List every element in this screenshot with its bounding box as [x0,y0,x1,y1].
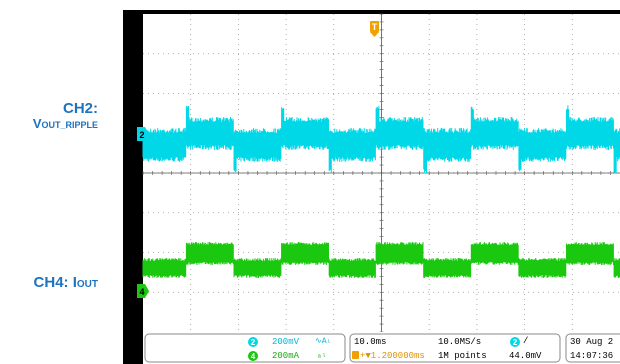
ch4-ground-marker[interactable]: 4 [137,284,149,298]
record-length-readout: 1M points [438,351,487,361]
ch4-label-main: CH4: I [33,274,77,291]
ch4-scale[interactable]: 200mA [272,351,300,361]
ch2-coupling-icon: ∿Aₗ [315,337,332,346]
ch4-marker-label: 4 [139,287,144,297]
ch4-badge-label: 4 [251,352,256,361]
acquisition-readout-box[interactable] [349,333,561,363]
ch2-scale[interactable]: 200mV [272,337,300,347]
trigger-position-marker[interactable]: T [370,21,379,37]
ch2-badge[interactable] [248,337,258,347]
datetime-box [565,333,620,363]
trigger-marker-label: T [372,22,378,32]
ch4-label-subscript: OUT [76,279,98,290]
oscilloscope-display: T 2 4 2 4 2 200mV ∿Aₗ 200mA ₐₗ 10.0ms +▼… [123,10,620,364]
ch4-badge[interactable] [248,351,258,361]
ch2-badge-label: 2 [251,338,256,347]
trigger-source-badge[interactable] [510,337,520,347]
time-readout: 14:07:36 [570,351,614,361]
ch4-label: CH4: IOUT [0,274,98,291]
trigger-level-readout[interactable]: 44.0mV [509,351,542,361]
ch4-coupling-icon: ₐₗ [317,351,327,360]
ch2-label-v: V [32,116,42,131]
ch2-label-subscript: OUT_RIPPLE [41,120,98,130]
ch2-label-title: CH2: [62,100,98,117]
trigger-position-icon [352,351,359,359]
sample-rate-readout: 10.0MS/s [438,337,482,347]
trigger-source-badge-label: 2 [513,338,518,347]
timebase-readout[interactable]: 10.0ms [354,337,387,347]
ch2-ground-marker[interactable]: 2 [137,127,149,141]
trigger-slope-icon: / [523,336,529,346]
ch2-label: CH2: VOUT_RIPPLE [0,101,98,133]
ch2-marker-label: 2 [139,130,144,140]
waveforms [142,105,620,278]
ch2-waveform [142,105,620,174]
graticule-grid [142,13,620,333]
waveform-screen: T 2 4 2 4 2 [123,10,620,364]
ch2-label-subtitle: VOUT_RIPPLE [0,116,98,133]
date-readout: 30 Aug 2 [570,337,614,347]
channel-readout-box[interactable] [144,333,346,363]
trigger-position-readout[interactable]: +▼1.200000ms [360,351,425,361]
ch4-waveform [142,242,620,278]
